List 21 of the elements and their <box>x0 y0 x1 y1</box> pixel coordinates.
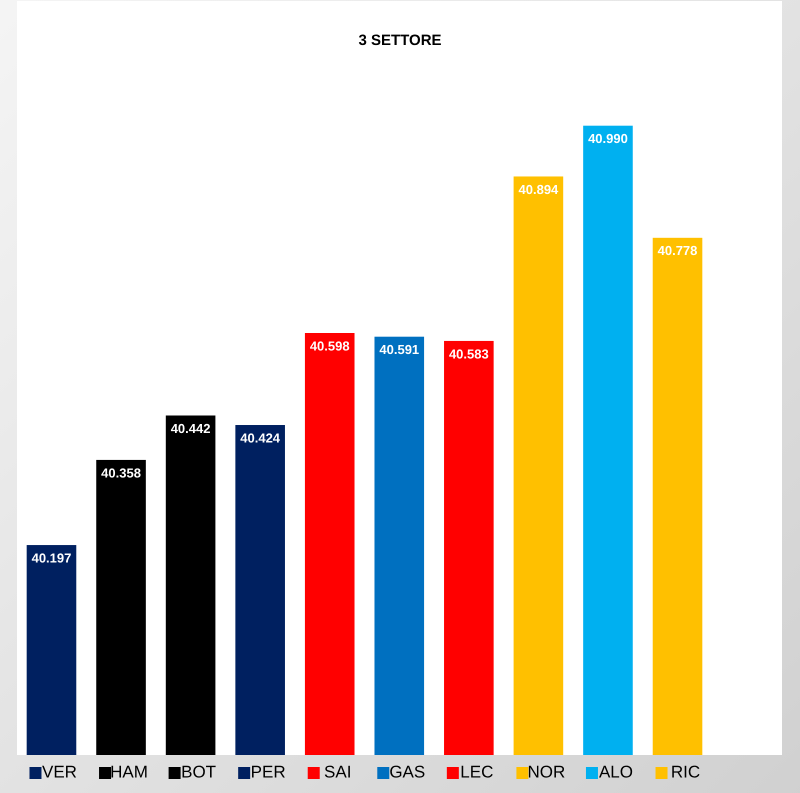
data-label: 40.598 <box>310 338 350 354</box>
x-tick-label: RIC <box>670 762 700 782</box>
data-label: 40.442 <box>170 420 210 436</box>
x-tick-label: ALO <box>598 762 633 782</box>
x-tick-label: PER <box>250 762 286 782</box>
data-label: 40.424 <box>240 430 281 446</box>
x-tick-label: NOR <box>528 762 566 782</box>
data-label: 40.778 <box>658 243 698 258</box>
x-tick-label: BOT <box>181 762 216 782</box>
data-label: 40.358 <box>101 465 141 480</box>
data-label: 40.583 <box>448 346 489 362</box>
data-label: 40.197 <box>32 550 72 566</box>
data-label: 40.990 <box>588 131 628 146</box>
data-label: 40.894 <box>518 182 560 197</box>
x-tick-label: GAS <box>389 762 426 782</box>
x-tick-label: SAI <box>324 762 352 782</box>
chart-title: 3 SETTORE <box>358 32 442 49</box>
data-label: 40.591 <box>379 342 420 358</box>
x-tick-label: VER <box>42 762 77 782</box>
x-tick-label: LEC <box>460 762 494 782</box>
x-tick-label: HAM <box>110 762 148 782</box>
